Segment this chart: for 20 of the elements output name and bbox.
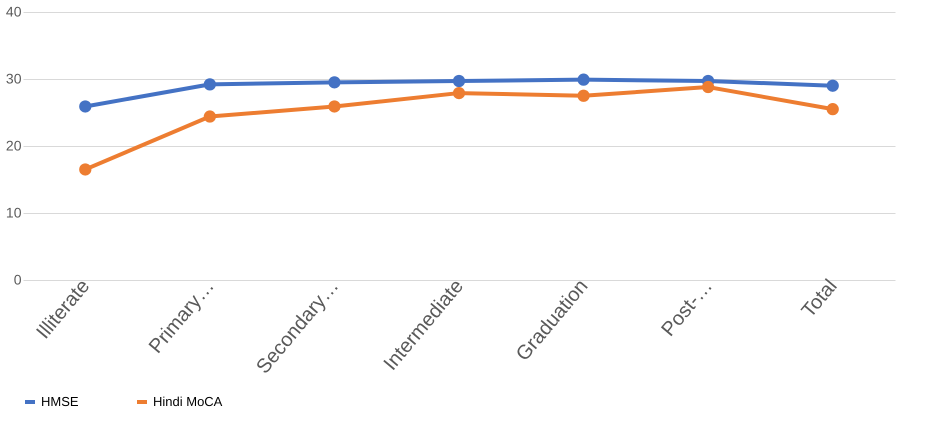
point — [577, 90, 590, 102]
point — [204, 110, 216, 123]
point — [702, 80, 714, 94]
y-tick-label: 0 — [14, 272, 22, 288]
y-tick-label: 10 — [6, 204, 22, 220]
point — [204, 78, 216, 90]
point — [79, 100, 92, 113]
y-tick-label: 40 — [6, 4, 22, 20]
point — [452, 86, 466, 100]
y-tick-label: 30 — [6, 70, 22, 86]
point — [328, 76, 341, 88]
point — [452, 74, 466, 88]
point — [577, 74, 590, 86]
point — [328, 100, 341, 113]
y-tick-label: 20 — [6, 138, 22, 154]
point — [826, 80, 839, 92]
legend-label: HMSE — [41, 394, 79, 409]
legend-label: Hindi MoCA — [153, 394, 223, 409]
point — [826, 103, 839, 116]
point — [79, 163, 92, 176]
